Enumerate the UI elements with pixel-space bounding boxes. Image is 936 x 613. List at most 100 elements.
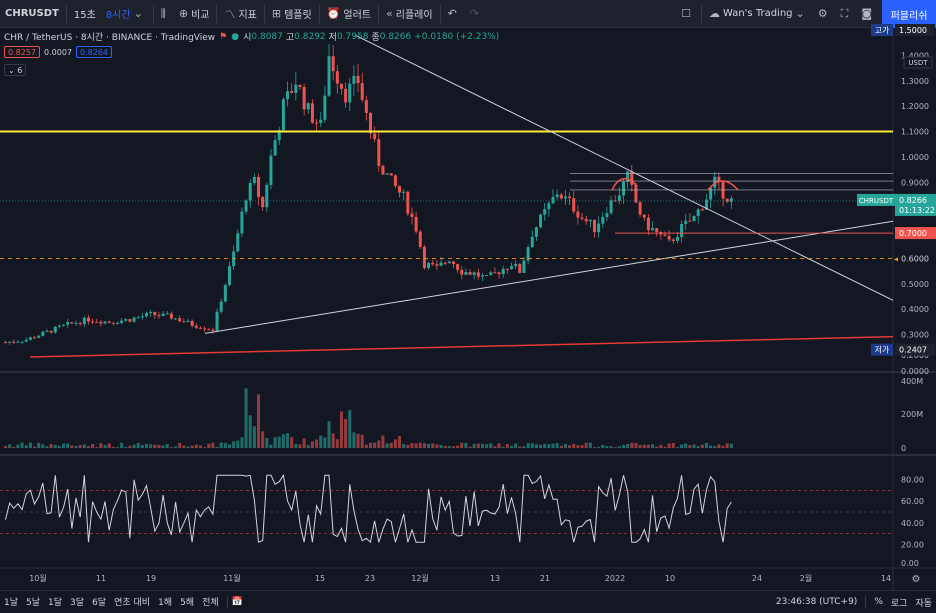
volume-bar xyxy=(406,444,410,448)
volume-bar xyxy=(651,444,655,448)
price-tick-label: 0.4000 xyxy=(901,305,929,314)
candles-icon: ⫼ xyxy=(160,6,166,20)
volume-bar xyxy=(451,446,455,448)
volume-bar xyxy=(99,443,103,448)
candle-body xyxy=(319,119,323,123)
candle-body xyxy=(286,91,290,100)
volume-bar xyxy=(33,446,37,448)
range-1m[interactable]: 1달 xyxy=(48,598,63,608)
log-toggle[interactable]: 로그 xyxy=(890,598,908,609)
candle-body xyxy=(219,301,223,312)
interval-15s[interactable]: 15초 xyxy=(69,0,101,28)
low-value: 0.7958 xyxy=(336,31,369,42)
candle-body xyxy=(227,266,231,285)
clock[interactable]: 23:46:38 (UTC+9) xyxy=(775,597,858,607)
candle-body xyxy=(344,88,348,103)
fullscreen-button[interactable]: ⛶ xyxy=(836,0,857,28)
volume-bar xyxy=(609,446,613,448)
price-tick-label: 1.2000 xyxy=(901,102,929,111)
publish-button[interactable]: 퍼블리쉬 xyxy=(882,0,936,28)
candle-body xyxy=(161,313,165,316)
volume-bar xyxy=(655,446,659,448)
interval-8h[interactable]: 8시간 ⌄ xyxy=(101,0,151,28)
volume-bar xyxy=(373,442,377,448)
candle-body xyxy=(302,86,306,110)
divider xyxy=(226,595,228,608)
range-1y[interactable]: 1해 xyxy=(158,598,173,608)
volume-bar xyxy=(630,442,634,448)
volume-bar xyxy=(431,443,435,448)
chart-type-button[interactable]: ⫼ xyxy=(156,0,174,28)
volume-bar xyxy=(302,438,306,448)
range-ytd[interactable]: 연초 대비 xyxy=(114,598,151,608)
layout-menu[interactable]: ☁ Wan's Trading ⌄ xyxy=(704,0,813,28)
price-grid xyxy=(0,28,936,590)
candle-body xyxy=(584,218,588,222)
price-tick-label: 1.4000 xyxy=(901,51,929,60)
ask-price[interactable]: 0.8264 xyxy=(76,46,112,58)
flag-icon: ⚑ xyxy=(219,31,228,42)
volume-bar xyxy=(165,443,169,448)
volume-bar xyxy=(327,421,331,448)
volume-bar xyxy=(190,445,194,448)
percent-toggle[interactable]: % xyxy=(874,597,883,607)
volume-bar xyxy=(157,444,161,448)
range-5d[interactable]: 5날 xyxy=(26,598,41,608)
candle-body xyxy=(306,103,310,110)
range-6m[interactable]: 6달 xyxy=(92,598,107,608)
volume-bar xyxy=(700,444,704,448)
chart-area[interactable]: 1.4000 1.3000 1.2000 1.1000 1.0000 0.9000 0.80… xyxy=(0,0,936,590)
candle-body xyxy=(414,216,418,232)
collapse-count: 6 xyxy=(17,66,23,75)
snapshot-button[interactable]: ◙ xyxy=(856,0,880,28)
alerts-button[interactable]: ⏰ 얼러트 xyxy=(322,0,376,28)
divider xyxy=(152,4,154,23)
candle-body xyxy=(651,228,655,231)
volume-bar xyxy=(169,447,173,448)
undo-button[interactable]: ↶ xyxy=(443,0,465,28)
calendar-icon[interactable]: 📅 xyxy=(231,596,243,607)
volume-bar xyxy=(497,443,501,448)
volume-bar xyxy=(211,442,215,448)
indicators-button[interactable]: 〽 지표 xyxy=(219,0,261,28)
volume-bar xyxy=(505,444,509,448)
low-badge xyxy=(871,343,893,356)
bid-price[interactable]: 0.8257 xyxy=(4,46,40,58)
range-all[interactable]: 전체 xyxy=(202,598,219,608)
volume-bar xyxy=(717,444,721,448)
volume-bar xyxy=(605,446,609,448)
candle-body xyxy=(675,236,679,241)
layout-toggle-button[interactable]: ☐ xyxy=(676,0,699,28)
volume-bar xyxy=(356,433,360,448)
auto-toggle[interactable]: 자동 xyxy=(915,598,932,609)
candle-body xyxy=(169,313,173,319)
replay-button[interactable]: «리플레이 xyxy=(381,0,438,28)
candle-body xyxy=(456,264,460,270)
redo-button[interactable]: ↷ xyxy=(465,0,487,28)
volume-bar xyxy=(688,445,692,448)
candle-body xyxy=(124,319,128,321)
indicator-collapse-button[interactable]: ⌄ 6 xyxy=(4,64,27,76)
symbol-search[interactable]: CHRUSDT xyxy=(0,0,64,28)
divider xyxy=(65,4,67,23)
settings-button[interactable]: ⚙ xyxy=(813,0,836,28)
volume-bar xyxy=(725,443,729,448)
volume-bar xyxy=(597,446,601,448)
time-tick-label: 24 xyxy=(752,574,762,583)
volume-bar xyxy=(398,436,402,448)
price-tick-label: 1.1000 xyxy=(901,128,929,137)
high-badge xyxy=(871,24,893,36)
volume-bar xyxy=(91,444,95,448)
volume-bar xyxy=(53,444,57,448)
volume-bar xyxy=(12,446,16,448)
volume-bar xyxy=(642,444,646,448)
volume-bar xyxy=(310,441,314,448)
volume-bar xyxy=(281,434,285,448)
range-1d[interactable]: 1날 xyxy=(4,598,19,608)
templates-button[interactable]: ⊞ 템플릿 xyxy=(267,0,317,28)
candle-body xyxy=(427,262,431,268)
volume-bar xyxy=(601,444,605,448)
range-5y[interactable]: 5해 xyxy=(180,598,195,608)
range-3m[interactable]: 3달 xyxy=(70,598,85,608)
compare-button[interactable]: ⊕ 비교 xyxy=(174,0,215,28)
